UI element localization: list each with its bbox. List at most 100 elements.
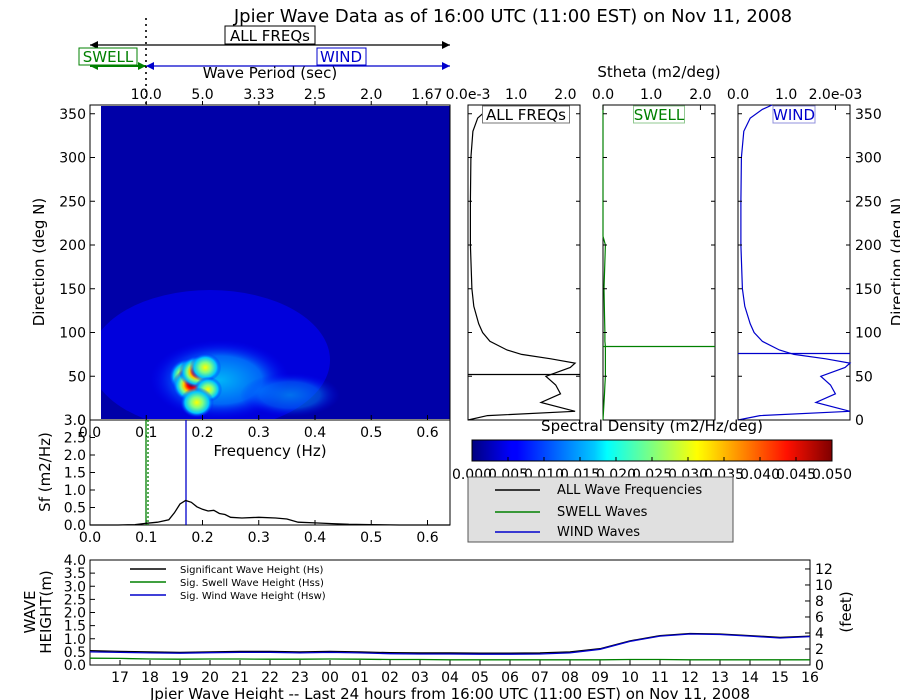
sf-ytick-label: 3.0 <box>64 413 86 429</box>
wh-ytick-label: 1.0 <box>64 632 86 648</box>
wh-series <box>89 632 811 661</box>
sf-ytick-label: 2.0 <box>64 448 86 464</box>
stheta-frame <box>467 104 581 421</box>
heatmap-ytick-label: 100 <box>59 326 86 342</box>
wh-xtick-label: 17 <box>111 670 129 686</box>
sf-ytick-label: 2.5 <box>64 431 86 447</box>
stheta-panel-label: SWELL <box>634 106 685 124</box>
wind-band-arrowhead-left <box>146 62 154 70</box>
wh-ytick-label: 2.0 <box>64 606 86 622</box>
sf-xtick-label: 0.4 <box>304 530 326 546</box>
stheta-frame <box>602 104 716 421</box>
period-tick-label: 3.33 <box>243 87 274 103</box>
period-tick-label: 2.5 <box>304 87 326 103</box>
swell-band-label: SWELL <box>83 48 134 66</box>
wh-xtick-label: 04 <box>441 670 459 686</box>
stheta-label-box <box>482 105 570 124</box>
wh-ytick-label: 4.0 <box>64 553 86 569</box>
wh-xtick-label: 07 <box>531 670 549 686</box>
heatmap-xtick-label: 0.2 <box>191 425 213 441</box>
legend-label-wind: WIND Waves <box>557 525 640 540</box>
stheta-xtick-label: 0.0e-3 <box>446 87 491 103</box>
frequency-spectrum-panel: 0.00.51.01.52.02.53.00.0 0.1 0.2 0.3 0.4 0.5 0… <box>36 413 451 546</box>
wh-xtick-label: 21 <box>231 670 249 686</box>
band-annotations: ALL FREQs SWELL WIND Wave Period (sec) 1… <box>78 18 450 420</box>
sf-ytick-label: 1.0 <box>64 483 86 499</box>
stheta-right-ytick-label: 0 <box>855 413 864 429</box>
colorbar-label: Spectral Density (m2/Hz/deg) <box>541 417 763 435</box>
stheta-right-ylabel: Direction (deg N) <box>888 198 900 327</box>
wh-legend: Significant Wave Height (Hs) Sig. Swell … <box>130 565 326 602</box>
stheta-xtick-label: 2.0 <box>554 87 576 103</box>
sf-ylabel: Sf (m2/Hz) <box>36 432 54 512</box>
stheta-xtick-label: 1.0 <box>640 87 662 103</box>
wh-xtick-label: 09 <box>591 670 609 686</box>
sf-xtick-label: 0.3 <box>248 530 270 546</box>
wh-y2tick-label: 12 <box>815 562 833 578</box>
period-tick-label: 10.0 <box>131 87 162 103</box>
sf-xtick-label: 0.5 <box>360 530 382 546</box>
wh-y2tick-label: 4 <box>815 626 824 642</box>
all-band-label-box <box>224 25 316 45</box>
wh-xtick-label: 00 <box>321 670 339 686</box>
heatmap-xtick-label: 0.3 <box>248 425 270 441</box>
legend-box <box>467 476 734 543</box>
stheta-right-ytick-label: 150 <box>855 282 882 298</box>
wh-ytick-label: 0.0 <box>64 658 86 674</box>
stheta-panel-label: ALL FREQs <box>486 106 566 124</box>
stheta-label-box <box>633 105 685 124</box>
stheta-panel-wind: 0.0 1.0 2.0e-03 WIND 0 50 100 150 200 250 300 350 <box>727 87 882 429</box>
wh-series-hss <box>89 657 810 661</box>
wh-legend-label-hss: Sig. Swell Wave Height (Hss) <box>180 578 324 589</box>
wh-y2tick-label: 8 <box>815 594 824 610</box>
sf-series-all-frequencies <box>90 499 450 526</box>
wh-ylabel-line1: WAVE <box>21 590 39 633</box>
period-tick-label: 5.0 <box>191 87 213 103</box>
stheta-xlabel: Stheta (m2/deg) <box>597 63 720 81</box>
wh-xtick-label: 16 <box>801 670 819 686</box>
wh-xtick-label: 23 <box>291 670 309 686</box>
stheta-curve <box>467 104 577 421</box>
heatmap-ytick-label: 200 <box>59 238 86 254</box>
heatmap-xtick-label: 0.6 <box>416 425 438 441</box>
wh-xtick-label: 03 <box>411 670 429 686</box>
period-tick-label: 1.67 <box>411 87 442 103</box>
wh-legend-label-hsw: Sig. Wind Wave Height (Hsw) <box>180 591 326 602</box>
wh-y2tick-label: 0 <box>815 658 824 674</box>
swell-band-label-box <box>78 47 138 66</box>
stheta-right-ytick-label: 200 <box>855 238 882 254</box>
stheta-xtick-label: 1.0 <box>505 87 527 103</box>
colorbar-tick-label: 0.040 <box>740 467 780 483</box>
heatmap-ytick-label: 150 <box>59 282 86 298</box>
wh-legend-label-hs: Significant Wave Height (Hs) <box>180 565 323 576</box>
stheta-frame <box>737 104 851 421</box>
stheta-xtick-label: 1.0 <box>775 87 797 103</box>
wh-xtick-label: 01 <box>351 670 369 686</box>
wh-ytick-label: 0.5 <box>64 645 86 661</box>
wh-xtick-label: 05 <box>471 670 489 686</box>
stheta-right-ytick-label: 100 <box>855 326 882 342</box>
wh-xtick-label: 13 <box>711 670 729 686</box>
stheta-panel-label: WIND <box>773 106 815 124</box>
stheta-xtick-label: 0.0 <box>592 87 614 103</box>
swell-band-arrowhead-right <box>138 62 146 70</box>
sf-xtick-label: 0.0 <box>79 530 101 546</box>
heatmap-xtick-label: 0.5 <box>360 425 382 441</box>
wh-xtick-label: 14 <box>741 670 759 686</box>
spectrum-legend: ALL Wave Frequencies SWELL Waves WIND Wa… <box>467 476 734 543</box>
wh-ytick-label: 2.5 <box>64 592 86 608</box>
wh-xtick-label: 10 <box>621 670 639 686</box>
sf-axes: 0.00.51.01.52.02.53.00.0 0.1 0.2 0.3 0.4 0.5 0… <box>64 413 439 546</box>
sf-ytick-label: 1.5 <box>64 466 86 482</box>
heatmap-ytick-label: 50 <box>68 369 86 385</box>
wh-ytick-label: 1.5 <box>64 619 86 635</box>
heatmap-ytick-label: 350 <box>59 107 86 123</box>
wh-xtick-label: 19 <box>171 670 189 686</box>
wh-ytick-label: 3.0 <box>64 579 86 595</box>
sf-ytick-label: 0.0 <box>64 518 86 534</box>
legend-label-swell: SWELL Waves <box>557 505 648 520</box>
